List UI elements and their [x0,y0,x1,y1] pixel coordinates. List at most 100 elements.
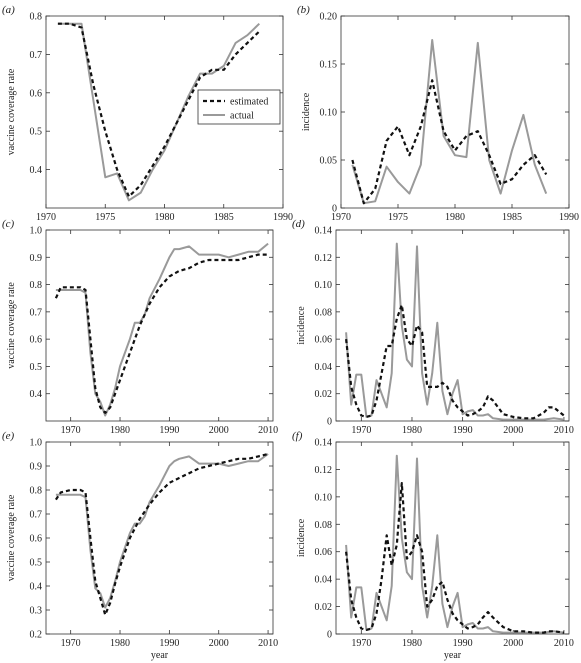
x-tick-label: 2010 [554,638,574,649]
y-tick-label: 0.10 [320,108,338,119]
legend-box [197,89,281,125]
y-tick-label: 0.7 [30,50,43,61]
plot-frame [340,15,570,209]
series-line-actual [345,454,565,634]
panel-label: (b) [297,4,310,16]
y-tick-label: 0.9 [30,462,43,473]
y-tick-label: 0 [327,630,332,641]
series-line-actual [55,242,269,417]
y-tick-label: 0.8 [30,280,43,291]
y-tick-label: 0.10 [315,492,333,503]
panel-label: (c) [2,218,15,230]
y-tick-label: 0 [327,417,332,428]
x-tick-label: 1990 [453,425,473,436]
y-tick-label: 0.04 [315,362,333,373]
y-axis-label: vaccine coverage rate [6,494,17,581]
y-tick-label: 0.10 [315,280,333,291]
series-line-estimated [54,452,269,616]
x-tick-label: 1975 [95,212,115,223]
x-tick-label: 1970 [331,212,351,223]
panel-b: 1970 1975 1980 1985 1990 0 0.05 0.10 0.15 0.20 (b)… [297,4,579,223]
panel-e: 1970 1980 1990 2000 2010 0.2 0.3 0.4 0.5 0.6 0.7 0.… [2,430,278,661]
x-tick-label: 1970 [351,425,371,436]
y-tick-label: 0.20 [320,12,338,23]
plot-frame [45,441,274,635]
y-tick-label: 0.12 [315,465,333,476]
x-tick-label: 1970 [36,212,56,223]
plot-frame [335,441,570,635]
y-tick-label: 0.02 [315,602,333,613]
x-tick-label: 1985 [502,212,522,223]
y-tick-label: 0.08 [315,520,333,531]
x-tick-label: 1990 [453,638,473,649]
x-tick-label: 2010 [258,425,278,436]
y-tick-label: 0.06 [315,547,333,558]
x-tick-label: 1980 [110,425,130,436]
x-tick-label: 1970 [351,638,371,649]
y-tick-label: 0.5 [30,558,43,569]
y-axis-label: incidence [296,306,307,345]
y-tick-label: 1.0 [30,226,43,237]
x-tick-label: 2010 [554,425,574,436]
x-tick-label: 1980 [445,212,465,223]
y-tick-label: 0.6 [30,335,43,346]
x-tick-label: 1990 [159,638,179,649]
y-tick-label: 0.3 [30,606,43,617]
y-tick-label: 0.7 [30,510,43,521]
y-tick-label: 0.6 [30,534,43,545]
y-tick-label: 0.8 [30,12,43,23]
plot-frame [335,229,570,422]
x-tick-label: 1985 [214,212,234,223]
y-tick-label: 0.4 [30,582,43,593]
series-line-actual [57,22,260,202]
legend: estimated actual [197,89,281,125]
y-tick-label: 0.8 [30,486,43,497]
x-tick-label: 1980 [402,425,422,436]
series-line-actual [55,453,269,609]
y-tick-label: 0.7 [30,307,43,318]
x-tick-label: 2000 [503,638,523,649]
x-tick-label: 1980 [155,212,175,223]
x-tick-label: 1970 [61,425,81,436]
x-tick-label: 1975 [388,212,408,223]
x-tick-label: 1990 [559,212,579,223]
y-tick-label: 0.5 [30,362,43,373]
y-tick-label: 0.6 [30,88,43,99]
panel-f: 1970 1980 1990 2000 2010 0 0.02 0.04 0.06 0.08 0.1… [292,430,574,661]
x-tick-label: 1990 [273,212,293,223]
series-line-actual [351,39,548,205]
y-tick-label: 0.12 [315,253,333,264]
y-tick-label: 0 [332,204,337,215]
y-tick-label: 0.14 [315,438,333,449]
y-tick-label: 0.5 [30,127,43,138]
y-tick-label: 0.05 [320,156,338,167]
legend-label-actual: actual [230,111,254,122]
series-line-estimated [351,79,548,205]
y-axis-label: vaccine coverage rate [6,282,17,369]
legend-label-estimated: estimated [230,97,268,108]
x-tick-label: 1970 [61,638,81,649]
plot-frame [45,229,274,422]
y-tick-label: 0.9 [30,253,43,264]
y-axis-label: incidence [301,92,312,131]
panel-d: 1970 1980 1990 2000 2010 0 0.02 0.04 0.06 0.08 0.1… [292,218,574,436]
panel-c: 1970 1980 1990 2000 2010 0.4 0.5 0.6 0.7 0.8 0.9 1.… [2,218,278,436]
y-tick-label: 0.15 [320,60,338,71]
y-tick-label: 0.4 [30,165,43,176]
panel-a: 1970 1975 1980 1985 1990 0.4 0.5 0.6 0.7 0.8 (a) va… [2,4,293,223]
panel-label: (a) [2,4,15,16]
y-tick-label: 0.14 [315,226,333,237]
series-line-estimated [345,482,565,634]
y-tick-label: 0.06 [315,335,333,346]
panel-label: (e) [2,430,15,442]
series-line-actual [345,242,565,421]
x-axis-label: year [151,650,169,661]
y-axis-label: incidence [296,518,307,557]
series-line-estimated [57,22,261,198]
x-tick-label: 2000 [503,425,523,436]
y-tick-label: 0.02 [315,389,333,400]
panel-label: (f) [292,430,303,442]
y-tick-label: 0.08 [315,307,333,318]
x-tick-label: 1980 [402,638,422,649]
